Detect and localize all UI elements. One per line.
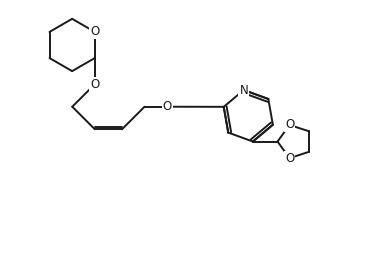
Text: O: O (285, 118, 294, 132)
Text: N: N (239, 84, 248, 97)
Text: O: O (162, 100, 172, 113)
Text: O: O (285, 152, 294, 165)
Text: O: O (90, 25, 99, 38)
Text: O: O (90, 78, 99, 91)
